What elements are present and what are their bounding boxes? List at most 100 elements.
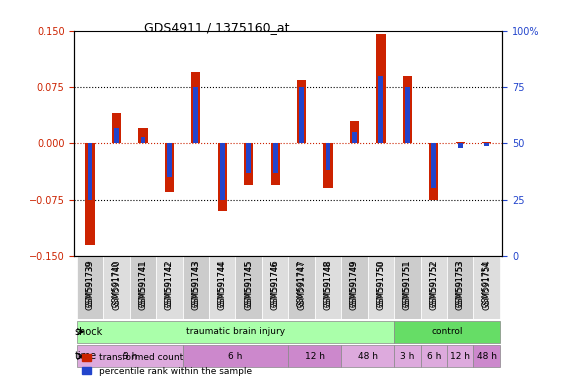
- Text: GSM591748: GSM591748: [324, 259, 332, 310]
- FancyBboxPatch shape: [156, 256, 183, 319]
- Text: 48 h: 48 h: [357, 352, 377, 361]
- Bar: [458, 143, 463, 148]
- Text: GSM591740: GSM591740: [112, 259, 121, 310]
- FancyBboxPatch shape: [209, 256, 235, 319]
- Text: 6 h: 6 h: [427, 352, 441, 361]
- Text: GSM591754: GSM591754: [482, 260, 491, 307]
- Bar: [271, 143, 280, 185]
- FancyBboxPatch shape: [77, 256, 103, 319]
- Bar: [350, 121, 359, 143]
- Bar: [482, 142, 491, 143]
- Bar: [112, 113, 121, 143]
- FancyBboxPatch shape: [288, 256, 315, 319]
- Text: GSM591753: GSM591753: [456, 260, 465, 307]
- Text: GSM591749: GSM591749: [350, 259, 359, 310]
- FancyBboxPatch shape: [315, 256, 341, 319]
- Text: time: time: [75, 351, 97, 361]
- Text: GSM591752: GSM591752: [429, 260, 439, 307]
- Text: GSM591739: GSM591739: [86, 260, 95, 307]
- Text: GSM591750: GSM591750: [376, 260, 385, 307]
- FancyBboxPatch shape: [394, 256, 420, 319]
- Text: GSM591750: GSM591750: [376, 259, 385, 310]
- FancyBboxPatch shape: [341, 345, 394, 367]
- Text: GSM591744: GSM591744: [218, 259, 227, 310]
- Text: GSM591753: GSM591753: [456, 259, 465, 310]
- Text: GSM591745: GSM591745: [244, 259, 253, 310]
- Text: GSM591752: GSM591752: [429, 259, 439, 310]
- Text: GSM591748: GSM591748: [324, 260, 332, 307]
- Text: 48 h: 48 h: [477, 352, 497, 361]
- FancyBboxPatch shape: [420, 256, 447, 319]
- Bar: [325, 143, 331, 170]
- Text: GSM591742: GSM591742: [165, 259, 174, 310]
- Text: GSM591747: GSM591747: [297, 259, 306, 310]
- Bar: [220, 143, 224, 200]
- Bar: [484, 143, 489, 146]
- Text: GSM591741: GSM591741: [138, 259, 147, 310]
- FancyBboxPatch shape: [394, 321, 500, 343]
- Bar: [86, 143, 95, 245]
- Bar: [167, 143, 172, 177]
- FancyBboxPatch shape: [130, 256, 156, 319]
- Bar: [376, 35, 385, 143]
- FancyBboxPatch shape: [447, 345, 473, 367]
- Text: GSM591746: GSM591746: [271, 259, 280, 310]
- FancyBboxPatch shape: [473, 256, 500, 319]
- Text: GSM591743: GSM591743: [191, 260, 200, 307]
- FancyBboxPatch shape: [77, 321, 394, 343]
- Bar: [194, 87, 198, 143]
- Bar: [88, 143, 93, 200]
- Text: 12 h: 12 h: [305, 352, 325, 361]
- FancyBboxPatch shape: [288, 345, 341, 367]
- FancyBboxPatch shape: [447, 256, 473, 319]
- Bar: [431, 143, 436, 189]
- Text: GSM591740: GSM591740: [112, 260, 121, 307]
- Text: GSM591739: GSM591739: [86, 259, 95, 310]
- Text: GSM591747: GSM591747: [297, 260, 306, 307]
- Text: GSM591744: GSM591744: [218, 260, 227, 307]
- FancyBboxPatch shape: [183, 256, 209, 319]
- Text: GSM591751: GSM591751: [403, 259, 412, 310]
- Text: GSM591745: GSM591745: [244, 260, 253, 307]
- FancyBboxPatch shape: [420, 345, 447, 367]
- Bar: [273, 143, 278, 173]
- FancyBboxPatch shape: [103, 256, 130, 319]
- Bar: [403, 76, 412, 143]
- Text: GSM591749: GSM591749: [350, 260, 359, 307]
- FancyBboxPatch shape: [262, 256, 288, 319]
- Bar: [140, 137, 146, 143]
- Text: shock: shock: [75, 327, 103, 337]
- Bar: [405, 87, 410, 143]
- Text: GSM591754: GSM591754: [482, 259, 491, 310]
- Text: 3 h: 3 h: [123, 352, 137, 361]
- FancyBboxPatch shape: [394, 345, 420, 367]
- Bar: [297, 79, 306, 143]
- FancyBboxPatch shape: [183, 345, 288, 367]
- FancyBboxPatch shape: [77, 345, 183, 367]
- Text: GSM591751: GSM591751: [403, 260, 412, 307]
- Text: GSM591742: GSM591742: [165, 260, 174, 307]
- Text: GSM591746: GSM591746: [271, 260, 280, 307]
- Bar: [456, 142, 465, 143]
- Text: GSM591741: GSM591741: [138, 260, 147, 307]
- Text: control: control: [431, 327, 463, 336]
- Text: traumatic brain injury: traumatic brain injury: [186, 327, 285, 336]
- FancyBboxPatch shape: [473, 345, 500, 367]
- Text: 6 h: 6 h: [228, 352, 243, 361]
- Bar: [323, 143, 333, 189]
- Text: GSM591743: GSM591743: [191, 259, 200, 310]
- Bar: [165, 143, 174, 192]
- Bar: [191, 72, 200, 143]
- Bar: [114, 127, 119, 143]
- Bar: [138, 128, 147, 143]
- Bar: [244, 143, 254, 185]
- Bar: [218, 143, 227, 211]
- Text: 3 h: 3 h: [400, 352, 415, 361]
- Bar: [299, 87, 304, 143]
- Bar: [379, 76, 383, 143]
- Text: GDS4911 / 1375160_at: GDS4911 / 1375160_at: [144, 21, 289, 34]
- Text: 12 h: 12 h: [450, 352, 470, 361]
- FancyBboxPatch shape: [368, 256, 394, 319]
- Bar: [429, 143, 439, 200]
- Legend: transformed count, percentile rank within the sample: transformed count, percentile rank withi…: [79, 350, 255, 379]
